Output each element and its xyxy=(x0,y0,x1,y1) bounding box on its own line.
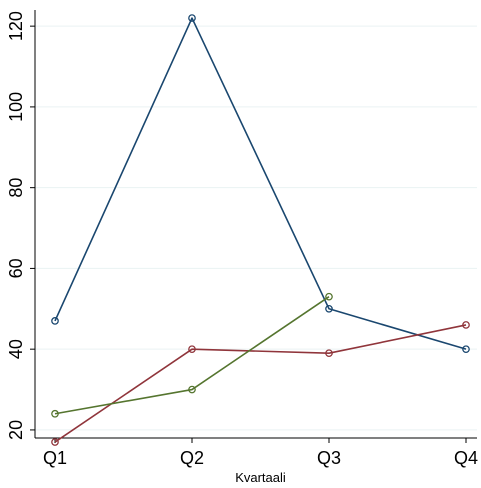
series-3 xyxy=(51,292,333,418)
data-point xyxy=(325,349,333,358)
y-axis-ticks: 20 40 60 80 100 120 xyxy=(6,11,35,440)
y-tick-label: 100 xyxy=(6,92,26,122)
data-point xyxy=(325,304,333,313)
x-tick-label: Q4 xyxy=(454,448,478,468)
x-axis-ticks: Q1 Q2 Q3 Q4 xyxy=(43,438,478,468)
x-tick-label: Q1 xyxy=(43,448,67,468)
series-lines xyxy=(51,14,470,446)
grid-lines xyxy=(35,25,477,431)
data-point xyxy=(188,345,196,354)
data-point xyxy=(325,292,333,301)
x-tick-label: Q3 xyxy=(317,448,341,468)
data-point xyxy=(462,321,470,329)
data-point xyxy=(51,409,59,418)
x-tick-label: Q2 xyxy=(180,448,204,468)
data-point xyxy=(188,14,196,22)
y-tick-label: 20 xyxy=(6,420,26,440)
series-line xyxy=(54,17,467,350)
series-2 xyxy=(51,321,470,446)
series-line xyxy=(54,296,330,415)
y-tick-label: 80 xyxy=(6,178,26,198)
y-tick-label: 40 xyxy=(6,339,26,359)
data-point xyxy=(51,317,59,325)
y-tick-label: 120 xyxy=(6,11,26,41)
x-axis-title: Kvartaali xyxy=(235,470,286,485)
data-point xyxy=(462,345,470,354)
data-point xyxy=(188,385,196,394)
series-1 xyxy=(51,14,470,354)
series-line xyxy=(54,324,467,443)
data-point xyxy=(51,438,59,446)
y-tick-label: 60 xyxy=(6,258,26,278)
